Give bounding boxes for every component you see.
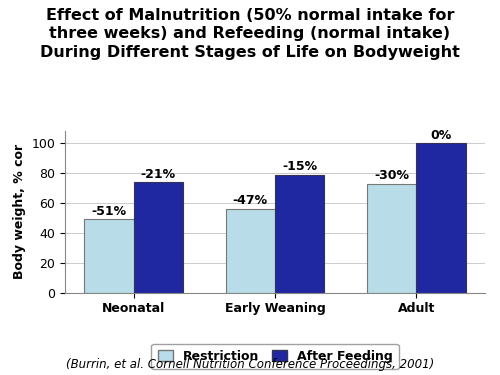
Text: Effect of Malnutrition (50% normal intake for
three weeks) and Refeeding (normal: Effect of Malnutrition (50% normal intak… xyxy=(40,8,460,60)
Text: -30%: -30% xyxy=(374,169,409,182)
Bar xyxy=(275,174,324,292)
Text: 0%: 0% xyxy=(430,129,452,142)
Text: -47%: -47% xyxy=(232,194,268,207)
Bar xyxy=(367,183,416,292)
Y-axis label: Body weight, % cor: Body weight, % cor xyxy=(13,144,26,279)
Bar xyxy=(134,182,183,292)
Text: -21%: -21% xyxy=(141,168,176,180)
Legend: Restriction, After Feeding: Restriction, After Feeding xyxy=(152,344,398,369)
Text: -51%: -51% xyxy=(92,205,126,218)
Bar xyxy=(226,209,275,292)
Text: -15%: -15% xyxy=(282,160,318,173)
Bar xyxy=(84,219,134,292)
Bar xyxy=(416,143,466,292)
Text: (Burrin, et al. Cornell Nutrition Conference Proceedings, 2001): (Burrin, et al. Cornell Nutrition Confer… xyxy=(66,358,434,371)
